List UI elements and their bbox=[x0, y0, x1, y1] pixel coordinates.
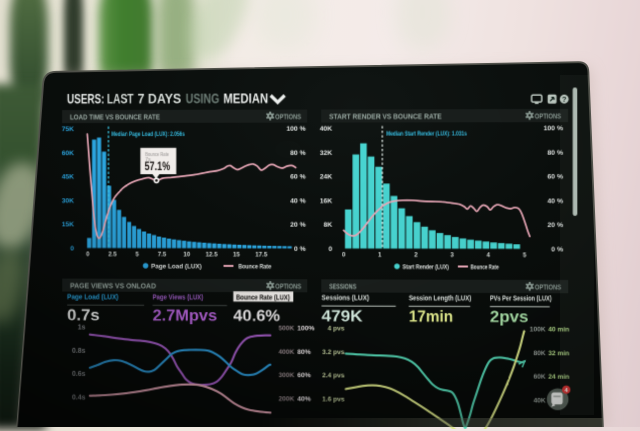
svg-text:Median Page Load (LUX): 2.056s: Median Page Load (LUX): 2.056s bbox=[111, 131, 184, 138]
svg-text:START RENDER VS BOUNCE RATE: START RENDER VS BOUNCE RATE bbox=[329, 112, 442, 121]
svg-text:15: 15 bbox=[233, 251, 240, 258]
svg-text:0.7s: 0.7s bbox=[67, 307, 100, 324]
svg-text:60 %: 60 % bbox=[290, 174, 305, 181]
svg-text:20 %: 20 % bbox=[547, 222, 563, 229]
svg-text:80 %: 80 % bbox=[547, 149, 563, 156]
svg-text:15K: 15K bbox=[62, 221, 74, 228]
svg-text:Page Views (LUX): Page Views (LUX) bbox=[153, 293, 204, 301]
svg-text:32K: 32K bbox=[320, 150, 333, 157]
svg-text:Page Load (LUX): Page Load (LUX) bbox=[67, 293, 119, 301]
svg-text:Sessions (LUX): Sessions (LUX) bbox=[322, 294, 370, 302]
svg-text:LOAD TIME VS BOUNCE RATE: LOAD TIME VS BOUNCE RATE bbox=[70, 112, 160, 121]
svg-text:Bounce Rate: Bounce Rate bbox=[145, 152, 169, 158]
svg-text:MEDIAN: MEDIAN bbox=[223, 90, 268, 106]
svg-text:0: 0 bbox=[86, 251, 90, 258]
svg-text:60 %: 60 % bbox=[547, 174, 563, 181]
svg-text:300K: 300K bbox=[279, 372, 295, 379]
svg-text:Page Load (LUX): Page Load (LUX) bbox=[151, 263, 202, 270]
svg-text:10: 10 bbox=[183, 251, 190, 258]
svg-text:0.8s: 0.8s bbox=[72, 348, 86, 355]
svg-text:Median Start Render (LUX): 1.0: Median Start Render (LUX): 1.031s bbox=[386, 130, 467, 137]
svg-text:40K: 40K bbox=[320, 126, 333, 133]
svg-text:7 DAYS: 7 DAYS bbox=[138, 90, 182, 106]
svg-text:0 %: 0 % bbox=[294, 246, 306, 253]
svg-text:60K: 60K bbox=[62, 150, 74, 157]
svg-text:100%: 100% bbox=[297, 325, 314, 332]
svg-text:80%: 80% bbox=[297, 349, 311, 356]
svg-text:OPTIONS: OPTIONS bbox=[275, 114, 301, 121]
svg-text:PVs Per Session (LUX): PVs Per Session (LUX) bbox=[490, 294, 552, 302]
svg-text:LAST: LAST bbox=[107, 90, 134, 106]
svg-text:Bounce Rate: Bounce Rate bbox=[238, 263, 271, 270]
svg-text:0: 0 bbox=[70, 245, 74, 252]
svg-text:479K: 479K bbox=[322, 308, 363, 326]
svg-text:Bounce Rate (LUX): Bounce Rate (LUX) bbox=[236, 293, 290, 301]
svg-text:45K: 45K bbox=[62, 174, 74, 181]
svg-text:4: 4 bbox=[487, 252, 491, 259]
svg-text:16K: 16K bbox=[320, 198, 333, 205]
svg-text:40.6%: 40.6% bbox=[233, 308, 280, 325]
svg-text:30K: 30K bbox=[62, 198, 74, 205]
svg-text:1: 1 bbox=[378, 252, 382, 259]
svg-text:60%: 60% bbox=[297, 372, 311, 379]
svg-text:40 %: 40 % bbox=[547, 198, 563, 205]
svg-text:1.6 pvs: 1.6 pvs bbox=[322, 396, 345, 403]
svg-text:80K: 80K bbox=[533, 350, 546, 357]
svg-text:200K: 200K bbox=[279, 396, 295, 403]
svg-text:Start Render (LUX): Start Render (LUX) bbox=[403, 264, 449, 271]
svg-text:3.2 pvs: 3.2 pvs bbox=[322, 349, 345, 356]
svg-text:3: 3 bbox=[450, 252, 454, 259]
svg-text:75K: 75K bbox=[62, 126, 74, 133]
svg-text:17.5: 17.5 bbox=[255, 251, 268, 258]
svg-text:20 %: 20 % bbox=[290, 222, 305, 229]
svg-text:OPTIONS: OPTIONS bbox=[535, 284, 562, 291]
svg-text:0.6s: 0.6s bbox=[72, 371, 86, 378]
svg-text:100 %: 100 % bbox=[544, 125, 564, 132]
svg-text:100 %: 100 % bbox=[286, 126, 305, 133]
svg-text:500K: 500K bbox=[279, 325, 295, 332]
svg-text:USING: USING bbox=[186, 90, 220, 106]
svg-text:40 %: 40 % bbox=[290, 198, 305, 205]
svg-text:400K: 400K bbox=[279, 349, 295, 356]
svg-text:2.7Mpvs: 2.7Mpvs bbox=[153, 307, 218, 325]
svg-text:Session Length (LUX): Session Length (LUX) bbox=[409, 294, 472, 302]
svg-text:1s: 1s bbox=[78, 324, 86, 331]
svg-text:OPTIONS: OPTIONS bbox=[535, 113, 562, 120]
svg-text:SESSIONS: SESSIONS bbox=[329, 282, 356, 291]
svg-text:PAGE VIEWS VS ONLOAD: PAGE VIEWS VS ONLOAD bbox=[70, 281, 157, 290]
svg-text:0: 0 bbox=[342, 251, 346, 258]
svg-text:7.5: 7.5 bbox=[158, 251, 167, 258]
svg-text:40%: 40% bbox=[297, 396, 311, 403]
svg-text:24K: 24K bbox=[320, 174, 333, 181]
svg-text:60K: 60K bbox=[533, 374, 546, 381]
svg-text:5: 5 bbox=[523, 252, 527, 259]
svg-text:57.1%: 57.1% bbox=[145, 159, 171, 173]
svg-text:?: ? bbox=[562, 95, 567, 104]
svg-text:Bounce Rate: Bounce Rate bbox=[471, 264, 500, 271]
svg-text:40 min: 40 min bbox=[548, 326, 569, 333]
svg-text:8K: 8K bbox=[324, 222, 333, 229]
svg-text:80 %: 80 % bbox=[290, 150, 305, 157]
svg-text:12.5: 12.5 bbox=[206, 251, 219, 258]
svg-text:24 min: 24 min bbox=[548, 374, 569, 381]
svg-text:OPTIONS: OPTIONS bbox=[275, 284, 301, 291]
svg-text:40K: 40K bbox=[533, 397, 546, 404]
svg-text:0: 0 bbox=[328, 246, 332, 253]
svg-text:100K: 100K bbox=[530, 326, 546, 333]
svg-text:17min: 17min bbox=[409, 308, 453, 326]
svg-text:2pvs: 2pvs bbox=[490, 309, 528, 327]
svg-text:2.5: 2.5 bbox=[108, 251, 117, 258]
svg-text:32 min: 32 min bbox=[548, 350, 569, 357]
svg-text:0.4s: 0.4s bbox=[72, 394, 86, 401]
svg-text:5: 5 bbox=[135, 251, 139, 258]
svg-text:2: 2 bbox=[414, 252, 418, 259]
svg-text:4 pvs: 4 pvs bbox=[328, 325, 345, 332]
svg-text:USERS:: USERS: bbox=[67, 90, 104, 106]
svg-text:0 %: 0 % bbox=[551, 246, 563, 253]
svg-text:2.4 pvs: 2.4 pvs bbox=[322, 372, 345, 379]
